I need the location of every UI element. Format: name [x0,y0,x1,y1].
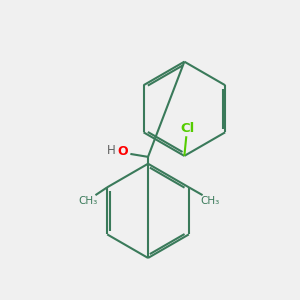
Text: O: O [117,146,128,158]
Text: H: H [107,145,116,158]
Text: Cl: Cl [180,122,194,135]
Text: CH₃: CH₃ [78,196,97,206]
Text: CH₃: CH₃ [201,196,220,206]
